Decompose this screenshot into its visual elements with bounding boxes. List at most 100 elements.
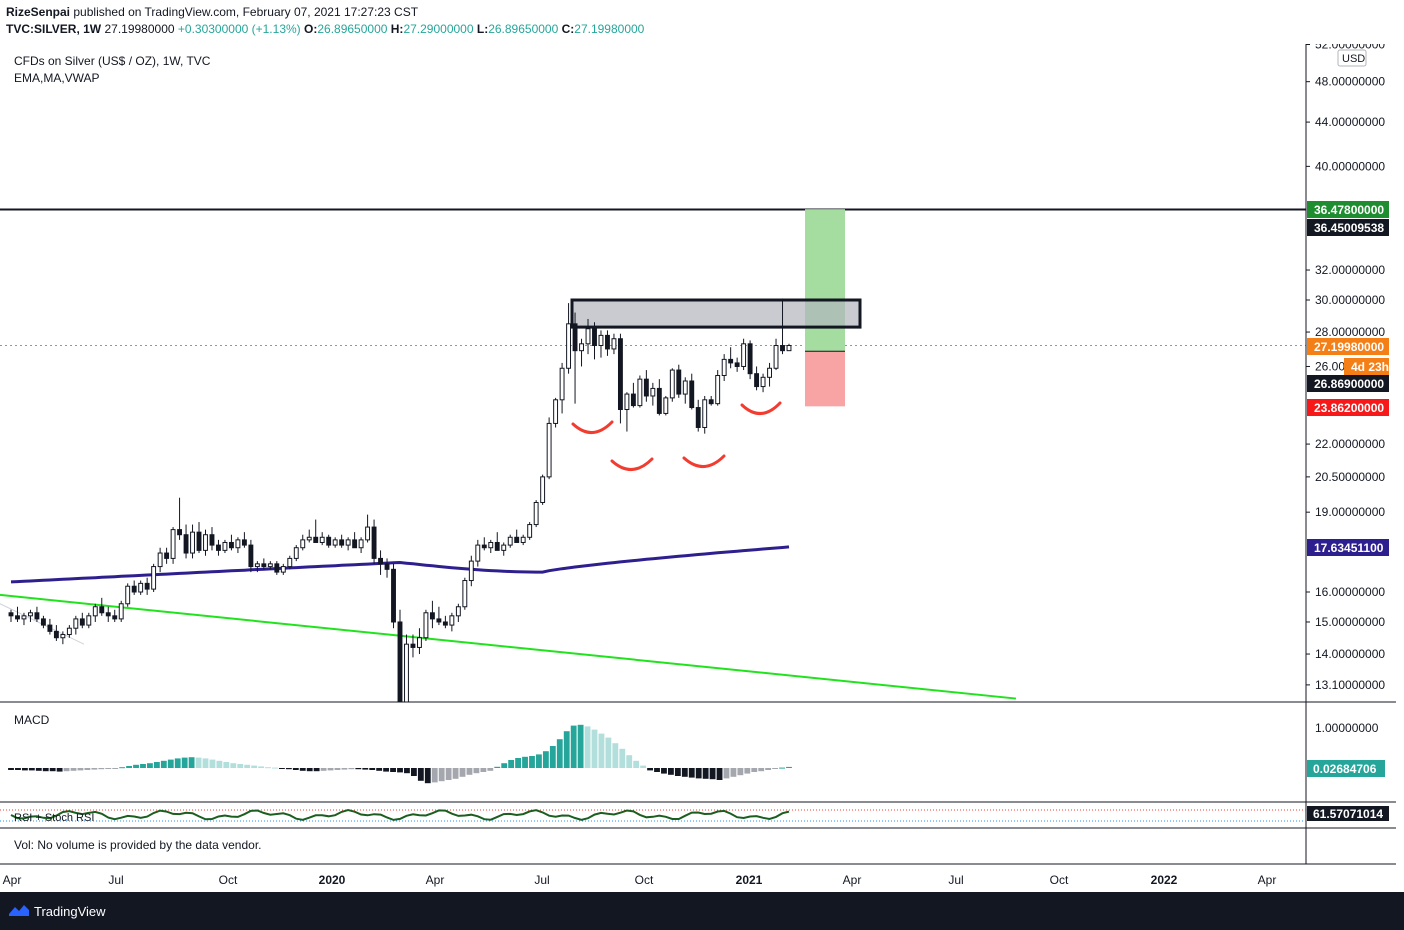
candle-body [617,338,623,410]
macd-bar [466,768,473,775]
candle-body [754,373,760,388]
price-tick-label: 28.00000000 [1315,325,1385,339]
macd-bar [730,768,737,777]
candle-body [371,526,377,559]
price-tick-label: 13.10000000 [1315,678,1385,692]
candle-body [222,541,228,551]
macd-bar [119,767,126,769]
last-price: 27.19980000 [104,22,175,36]
time-tick-label: Jul [534,873,549,887]
price-label-box [1307,539,1389,556]
symbol-label: TVC:SILVER, 1W [6,22,102,36]
candle-body [397,621,403,702]
macd-bar [654,768,660,772]
macd-label[interactable]: MACD [14,713,50,727]
macd-bar [334,768,341,770]
price-label-text: 36.47800000 [1314,203,1384,217]
macd-bar [153,762,160,768]
candle-body [767,367,772,378]
candle-body [261,563,267,568]
macd-value-text: 0.02684706 [1313,762,1377,776]
price-tick-label: 30.00000000 [1315,293,1385,307]
candle-body [689,380,695,409]
macd-bar [480,768,487,772]
close-value: 27.19980000 [574,22,645,36]
macd-bar [265,767,271,769]
tradingview-logo-icon[interactable] [8,902,30,918]
macd-bar [167,759,174,768]
macd-bar [612,743,619,768]
footer-brand[interactable]: TradingView [34,904,106,919]
macd-bar [369,768,376,770]
legend-indicators[interactable]: EMA,MA,VWAP [14,71,100,85]
macd-bar [292,768,299,770]
macd-bar [216,760,223,768]
candle-body [650,387,656,397]
candle-body [326,536,332,546]
macd-bar [459,768,466,777]
macd-bar [702,768,709,779]
price-label-text: 17.63451100 [1314,541,1384,555]
price-tick-label: 48.00000000 [1315,75,1385,89]
macd-bar [223,762,230,768]
candle-body [157,552,163,568]
macd-bar [536,754,542,768]
macd-bar [563,731,570,768]
macd-bar [133,764,139,768]
macd-bar [244,764,251,768]
open-label: O: [304,22,318,36]
macd-bar [313,768,320,772]
price-label-box [1307,338,1389,355]
macd-bar [556,739,563,768]
price-tick-label: 40.00000000 [1315,159,1385,173]
time-tick-label: Apr [843,873,862,887]
macd-bar [772,768,779,769]
candle-body [656,387,662,414]
publisher-name[interactable]: RizeSenpai [6,5,71,19]
candle-body [442,621,448,626]
macd-bar [786,766,792,768]
macd-bar [674,768,681,776]
chart-svg[interactable]: 52.00000000 48.00000000 44.00000000 40.0000… [0,44,1404,892]
macd-bar [619,748,626,768]
candle-body [760,376,766,388]
price-change: +0.30300000 (+1.13%) [177,22,301,36]
low-label: L: [476,22,489,36]
price-label-text: 23.86200000 [1314,401,1384,415]
macd-bar [751,768,758,772]
macd-bar [390,768,396,772]
macd-bar [758,768,765,772]
macd-bar [633,760,640,768]
candle-body [248,544,254,568]
candle-body [105,612,111,617]
chart-area[interactable]: 52.00000000 48.00000000 44.00000000 40.0000… [0,44,1404,892]
candle-body [624,393,630,410]
candle-body [436,618,442,623]
macd-bar [91,768,98,770]
candle-body [177,529,183,536]
price-label-text: 4d 23h [1351,360,1389,374]
macd-bar [688,768,695,778]
macd-bar [542,751,549,768]
macd-bar [278,768,285,769]
high-label: H: [390,22,404,36]
price-label-box [1307,399,1389,416]
macd-bar [251,765,258,768]
macd-bar [285,768,292,770]
rsi-label[interactable]: RSI + Stoch RSI [14,812,95,824]
low-value: 26.89650000 [488,22,559,36]
legend-title[interactable]: CFDs on Silver (US$ / OZ), 1W, TVC [14,54,211,68]
macd-bar [56,768,63,772]
macd-bar [49,768,56,772]
candle-body [21,615,27,620]
rsi-value-text: 61.57071014 [1313,807,1383,821]
time-tick-label: Apr [426,873,445,887]
candle-body [708,399,714,405]
candle-body [8,612,14,617]
macd-bar [126,766,133,768]
candle-body [669,369,675,399]
candle-body [79,618,85,626]
candle-body [216,544,221,551]
candle-body [15,615,20,620]
price-label-text: 27.19980000 [1314,340,1384,354]
